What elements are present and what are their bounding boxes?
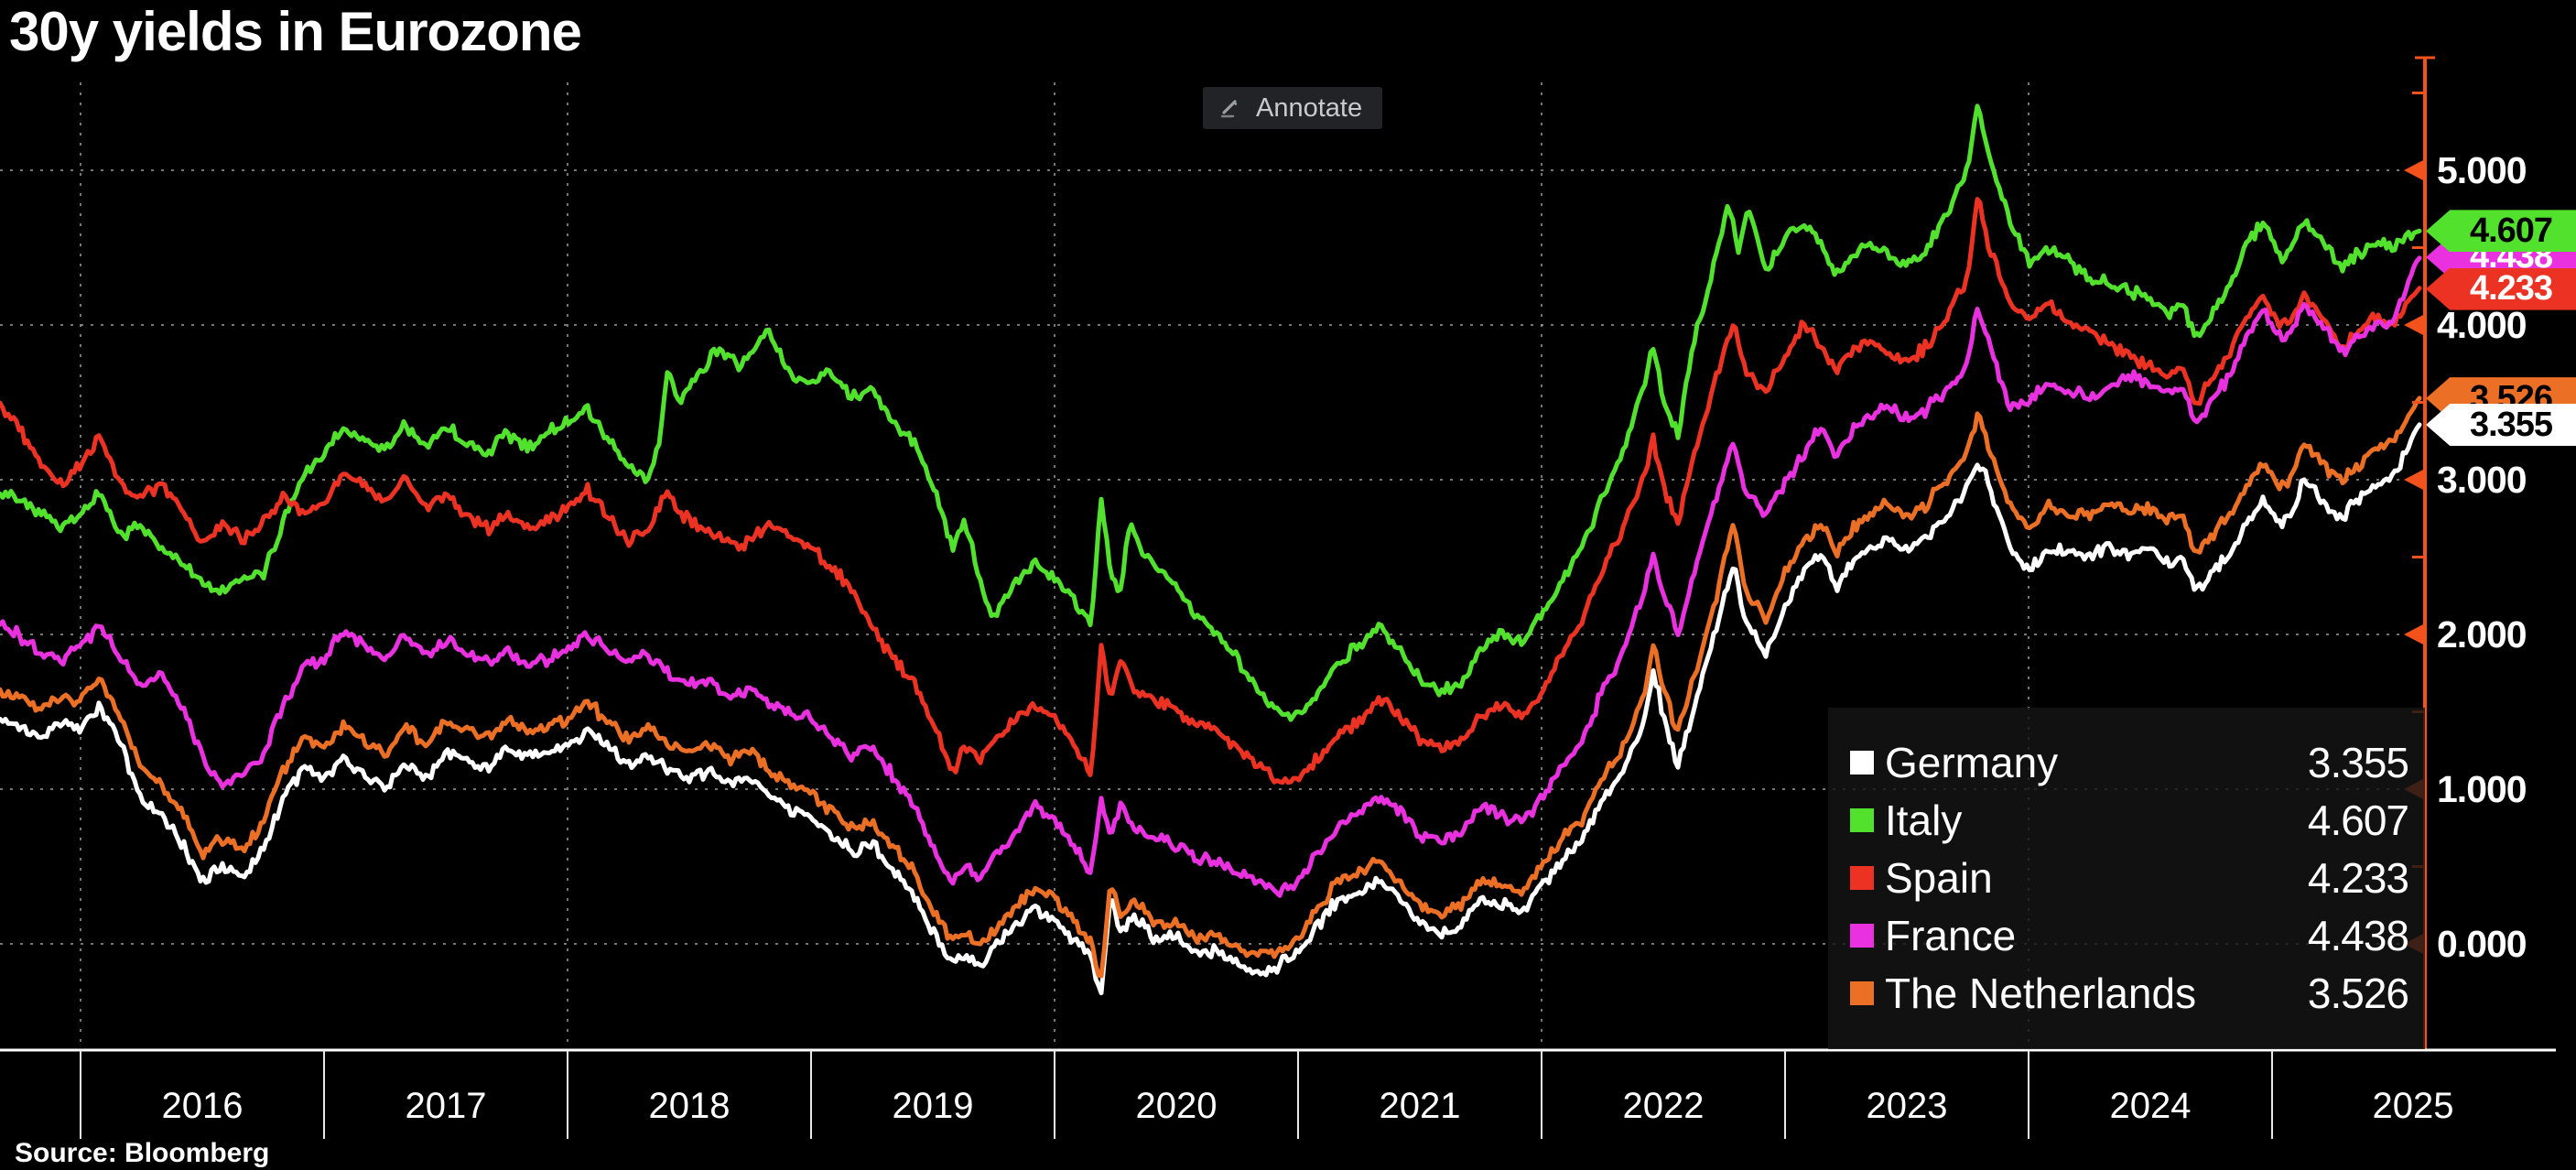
legend-swatch-italy — [1850, 807, 1874, 832]
legend-swatch-spain — [1850, 865, 1874, 890]
legend: Germany 3.355 Italy 4.607 Spain 4.233 Fr… — [1828, 708, 2425, 1049]
page-title: 30y yields in Eurozone — [9, 1, 582, 62]
legend-label: Germany — [1885, 738, 2059, 786]
legend-value: 3.526 — [2307, 969, 2409, 1017]
legend-label: France — [1885, 911, 2017, 959]
legend-row-germany[interactable]: Germany 3.355 — [1850, 733, 2409, 791]
y-axis-tick-label: 0.000 — [2437, 923, 2527, 965]
y-axis-tick-label: 4.000 — [2437, 304, 2527, 346]
legend-row-italy[interactable]: Italy 4.607 — [1850, 791, 2409, 849]
legend-row-spain[interactable]: Spain 4.233 — [1850, 849, 2409, 906]
y-axis-tick-label: 1.000 — [2437, 768, 2527, 810]
annotate-button[interactable]: Annotate — [1203, 87, 1383, 129]
x-axis — [0, 1048, 2556, 1139]
legend-row-netherlands[interactable]: The Netherlands 3.526 — [1850, 964, 2409, 1022]
pencil-icon — [1220, 100, 1238, 118]
legend-swatch-germany — [1850, 750, 1874, 775]
x-axis-year-label: 2020 — [1135, 1086, 1218, 1126]
legend-label: Italy — [1885, 796, 1963, 844]
legend-value: 3.355 — [2307, 738, 2409, 786]
x-axis-year-label: 2022 — [1622, 1086, 1705, 1126]
x-axis-year-label: 2025 — [2372, 1086, 2454, 1126]
x-axis-year-label: 2023 — [1866, 1086, 1948, 1126]
x-axis-year-label: 2019 — [892, 1086, 974, 1126]
legend-value: 4.233 — [2307, 853, 2409, 902]
series-lines — [0, 103, 2422, 996]
legend-swatch-netherlands — [1850, 980, 1874, 1005]
legend-label: Spain — [1885, 853, 1993, 902]
price-badge-spain: 4.233 — [2426, 267, 2576, 310]
y-axis-tick-label: 2.000 — [2437, 613, 2527, 655]
annotate-button-label: Annotate — [1256, 92, 1363, 123]
y-axis-tick-label: 3.000 — [2437, 459, 2527, 501]
legend-value: 4.607 — [2307, 796, 2409, 844]
legend-value: 4.438 — [2307, 911, 2409, 959]
legend-label: The Netherlands — [1885, 969, 2197, 1017]
x-axis-year-label: 2021 — [1379, 1086, 1461, 1126]
x-axis-year-label: 2016 — [161, 1086, 244, 1126]
legend-swatch-france — [1850, 923, 1874, 948]
price-badge-italy: 4.607 — [2426, 210, 2576, 253]
x-axis-year-label: 2017 — [405, 1086, 487, 1126]
x-axis-year-label: 2024 — [2109, 1086, 2192, 1126]
source-attribution: Source: Bloomberg — [15, 1138, 270, 1168]
legend-row-france[interactable]: France 4.438 — [1850, 906, 2409, 964]
price-badge-germany: 3.355 — [2426, 404, 2576, 446]
y-axis-tick-label: 5.000 — [2437, 149, 2527, 191]
x-axis-year-label: 2018 — [648, 1086, 731, 1126]
